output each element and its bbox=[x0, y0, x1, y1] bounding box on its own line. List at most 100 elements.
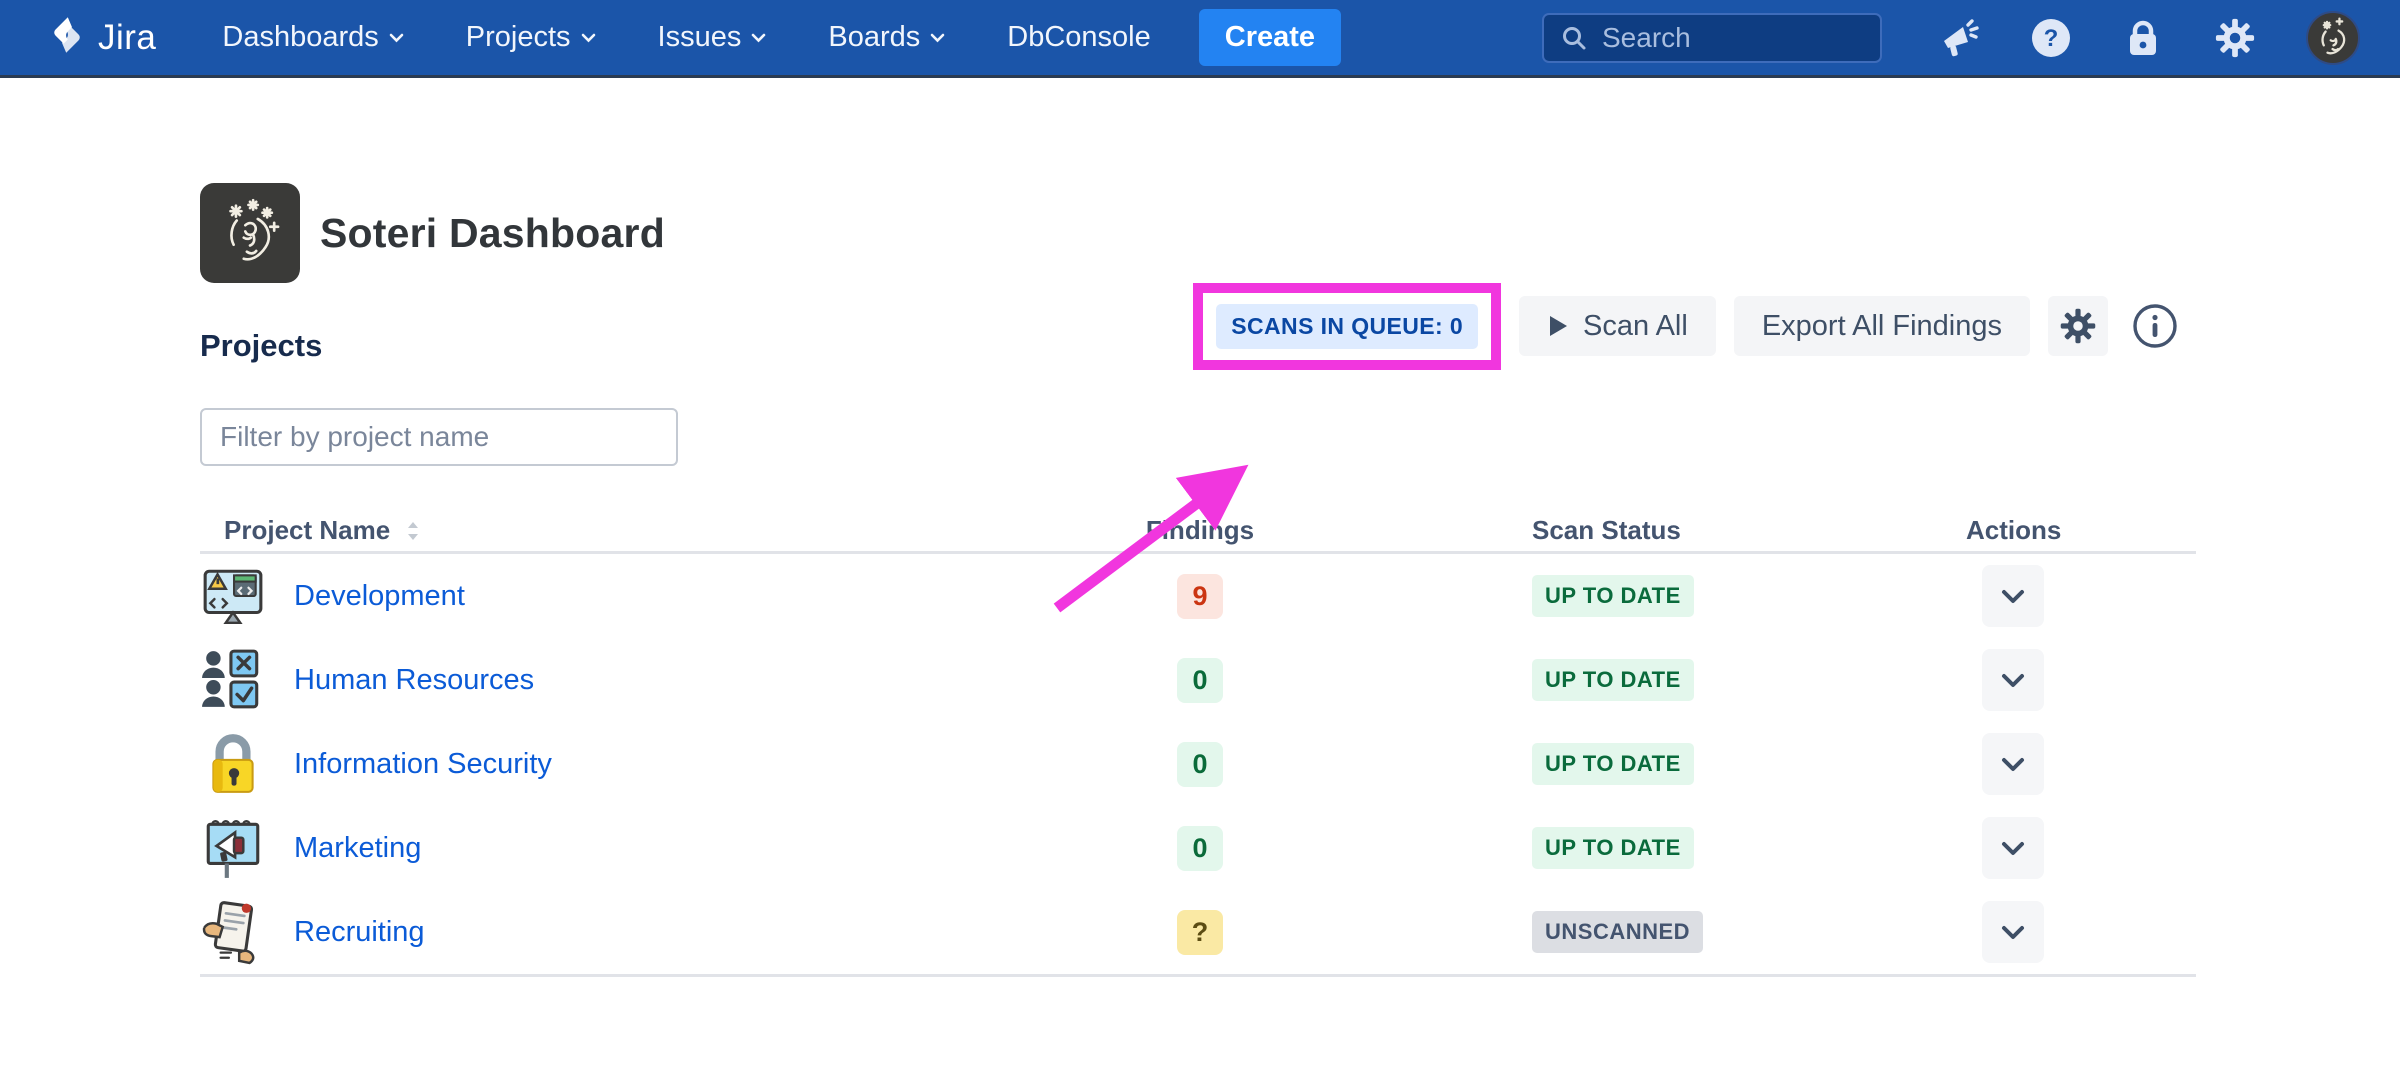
project-link-information-security[interactable]: Information Security bbox=[294, 747, 552, 780]
table-body: Development 9 UP TO DATE bbox=[200, 554, 2196, 977]
nav-item-projects[interactable]: Projects bbox=[466, 21, 596, 54]
findings-cell: 9 bbox=[1020, 573, 1380, 619]
column-header-project-name[interactable]: Project Name bbox=[200, 515, 1020, 546]
project-name-cell: Human Resources bbox=[200, 647, 1020, 713]
nav-item-dashboards[interactable]: Dashboards bbox=[222, 21, 404, 54]
table-row: Development 9 UP TO DATE bbox=[200, 554, 2196, 638]
soteri-logo bbox=[200, 183, 300, 283]
page-title: Soteri Dashboard bbox=[320, 209, 665, 256]
chevron-down-icon bbox=[2002, 757, 2024, 771]
settings-button[interactable] bbox=[2048, 296, 2108, 356]
project-name-cell: Marketing bbox=[200, 815, 1020, 881]
development-icon bbox=[200, 563, 266, 629]
status-lozenge: UP TO DATE bbox=[1532, 659, 1694, 701]
project-name-cell: Information Security bbox=[200, 731, 1020, 797]
nav-item-dbconsole[interactable]: DbConsole bbox=[1007, 21, 1150, 54]
project-name-cell: Recruiting bbox=[200, 899, 1020, 965]
scan-all-label: Scan All bbox=[1583, 309, 1688, 342]
recruiting-icon bbox=[200, 899, 266, 965]
info-button[interactable] bbox=[2130, 301, 2180, 351]
info-icon bbox=[2133, 304, 2177, 348]
scan-all-button[interactable]: Scan All bbox=[1519, 296, 1716, 356]
sort-icon bbox=[408, 521, 419, 540]
nav-item-label: Issues bbox=[657, 21, 742, 53]
row-actions-button[interactable] bbox=[1982, 901, 2044, 963]
column-header-label: Project Name bbox=[224, 515, 391, 545]
column-header-scan-status: Scan Status bbox=[1532, 515, 1681, 545]
project-link-marketing[interactable]: Marketing bbox=[294, 831, 422, 864]
chevron-down-icon bbox=[930, 33, 945, 42]
gear-icon bbox=[2060, 308, 2096, 344]
findings-cell: 0 bbox=[1020, 825, 1380, 871]
information-security-icon bbox=[200, 731, 266, 797]
findings-badge: 0 bbox=[1177, 741, 1223, 787]
chevron-down-icon bbox=[2002, 673, 2024, 687]
row-actions-button[interactable] bbox=[1982, 565, 2044, 627]
chevron-down-icon bbox=[2002, 589, 2024, 603]
marketing-icon bbox=[200, 815, 266, 881]
actions-cell bbox=[1810, 565, 2196, 627]
search-input[interactable] bbox=[1602, 21, 1842, 54]
create-button[interactable]: Create bbox=[1198, 9, 1342, 66]
findings-cell: ? bbox=[1020, 909, 1380, 955]
findings-badge: 9 bbox=[1177, 573, 1223, 619]
nav-item-label: Projects bbox=[465, 21, 571, 53]
top-nav: Jira Dashboards Projects Issues Boards D… bbox=[0, 0, 2400, 78]
nav-item-boards[interactable]: Boards bbox=[828, 21, 945, 54]
column-header-actions: Actions bbox=[1966, 515, 2062, 545]
scan-status-cell: UP TO DATE bbox=[1380, 827, 1810, 869]
announcement-icon[interactable] bbox=[1938, 17, 1980, 59]
nav-menu: Dashboards Projects Issues Boards DbCons… bbox=[222, 21, 1150, 54]
scans-in-queue-badge: SCANS IN QUEUE: 0 bbox=[1216, 303, 1479, 349]
actions-cell bbox=[1810, 649, 2196, 711]
chevron-down-icon bbox=[2002, 925, 2024, 939]
project-link-recruiting[interactable]: Recruiting bbox=[294, 915, 425, 948]
status-lozenge: UP TO DATE bbox=[1532, 575, 1694, 617]
scan-status-cell: UNSCANNED bbox=[1380, 911, 1810, 953]
project-link-human-resources[interactable]: Human Resources bbox=[294, 663, 535, 696]
gear-icon[interactable] bbox=[2214, 17, 2256, 59]
project-name-cell: Development bbox=[200, 563, 1020, 629]
chevron-down-icon bbox=[389, 33, 404, 42]
help-icon[interactable]: ? bbox=[2030, 17, 2072, 59]
title-row: Soteri Dashboard bbox=[200, 78, 2200, 283]
export-all-findings-button[interactable]: Export All Findings bbox=[1733, 296, 2030, 356]
nav-item-label: DbConsole bbox=[1007, 21, 1151, 53]
column-header-findings: Findings bbox=[1145, 515, 1255, 545]
chevron-down-icon bbox=[752, 33, 766, 42]
scan-status-cell: UP TO DATE bbox=[1380, 743, 1810, 785]
export-label: Export All Findings bbox=[1761, 309, 2002, 342]
search-icon bbox=[1563, 26, 1586, 49]
row-actions-button[interactable] bbox=[1982, 649, 2044, 711]
project-link-development[interactable]: Development bbox=[294, 579, 465, 612]
projects-heading: Projects bbox=[200, 328, 323, 363]
chevron-down-icon bbox=[581, 33, 595, 42]
row-actions-button[interactable] bbox=[1982, 733, 2044, 795]
nav-item-issues[interactable]: Issues bbox=[658, 21, 767, 54]
jira-logo-text: Jira bbox=[98, 17, 157, 57]
chevron-down-icon bbox=[2002, 841, 2024, 855]
svg-text:?: ? bbox=[2044, 25, 2059, 52]
jira-logo-icon bbox=[46, 14, 88, 61]
jira-logo[interactable]: Jira bbox=[46, 14, 156, 61]
table-row: Recruiting ? UNSCANNED bbox=[200, 890, 2196, 974]
actions-cell bbox=[1810, 733, 2196, 795]
project-filter-input[interactable] bbox=[200, 408, 678, 466]
findings-cell: 0 bbox=[1020, 741, 1380, 787]
scan-toolbar: SCANS IN QUEUE: 0 Scan All Export All Fi… bbox=[1193, 282, 2180, 370]
findings-cell: 0 bbox=[1020, 657, 1380, 703]
play-icon bbox=[1550, 316, 1568, 336]
nav-icons: ? bbox=[1938, 10, 2360, 65]
table-row: Marketing 0 UP TO DATE bbox=[200, 806, 2196, 890]
nav-search[interactable] bbox=[1542, 12, 1882, 63]
main-content: Soteri Dashboard Projects SCANS IN QUEUE… bbox=[0, 78, 2400, 977]
nav-item-label: Boards bbox=[828, 21, 921, 53]
annotation-highlight-box: SCANS IN QUEUE: 0 bbox=[1193, 282, 1502, 370]
table-row: Human Resources 0 UP TO DATE bbox=[200, 638, 2196, 722]
lock-icon[interactable] bbox=[2122, 17, 2164, 59]
actions-cell bbox=[1810, 817, 2196, 879]
actions-cell bbox=[1810, 901, 2196, 963]
avatar[interactable] bbox=[2306, 10, 2360, 65]
row-actions-button[interactable] bbox=[1982, 817, 2044, 879]
